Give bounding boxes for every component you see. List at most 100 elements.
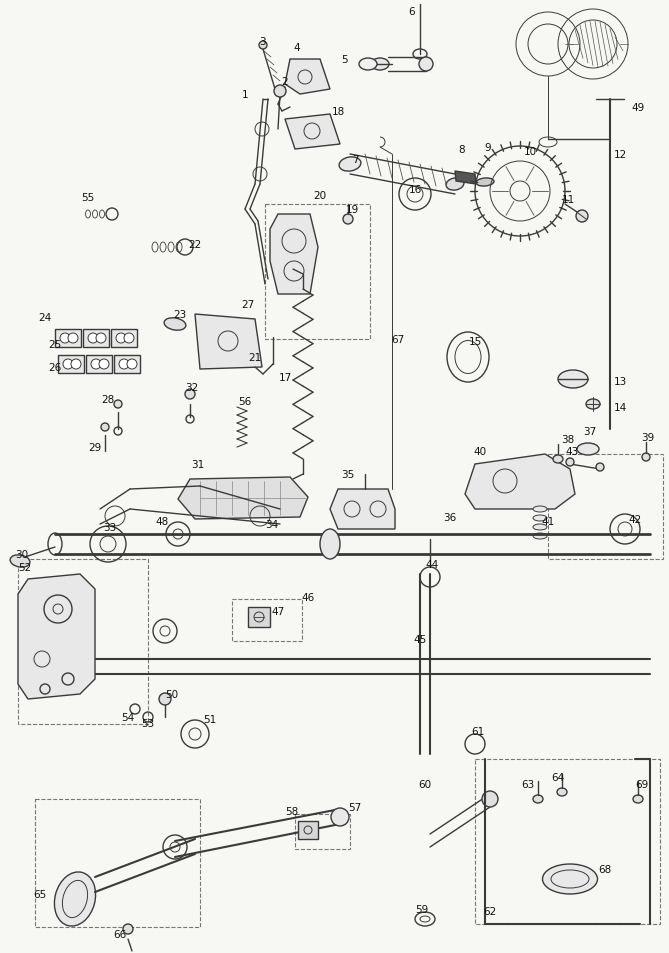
Ellipse shape	[533, 506, 547, 513]
Bar	[86, 355, 112, 374]
Text: 34: 34	[266, 519, 278, 530]
Bar	[265, 205, 370, 339]
Bar	[475, 760, 660, 924]
Text: 2: 2	[282, 77, 288, 87]
Text: 53: 53	[141, 719, 155, 728]
Ellipse shape	[371, 59, 389, 71]
Text: 44: 44	[425, 559, 439, 569]
Text: 8: 8	[459, 145, 466, 154]
Circle shape	[116, 334, 126, 344]
Text: 20: 20	[314, 191, 326, 201]
Bar	[295, 814, 350, 849]
Ellipse shape	[114, 400, 122, 409]
Circle shape	[274, 86, 286, 98]
Polygon shape	[285, 115, 340, 150]
Ellipse shape	[10, 556, 30, 568]
Text: 37: 37	[583, 427, 597, 436]
Bar	[548, 455, 663, 559]
Text: 64: 64	[551, 772, 565, 782]
Ellipse shape	[586, 399, 600, 410]
Text: 67: 67	[391, 335, 405, 345]
Circle shape	[63, 359, 73, 370]
Text: 21: 21	[248, 353, 262, 363]
Ellipse shape	[633, 795, 643, 803]
Text: 60: 60	[418, 780, 432, 789]
Text: 68: 68	[598, 864, 611, 874]
Text: 35: 35	[341, 470, 355, 479]
Text: 63: 63	[521, 780, 535, 789]
Ellipse shape	[533, 795, 543, 803]
Ellipse shape	[259, 42, 267, 50]
Text: 5: 5	[342, 55, 349, 65]
Text: 4: 4	[294, 43, 300, 53]
Ellipse shape	[54, 872, 96, 926]
Circle shape	[127, 359, 137, 370]
Text: 15: 15	[468, 336, 482, 347]
Circle shape	[96, 334, 106, 344]
Text: 9: 9	[484, 143, 491, 152]
Text: 43: 43	[565, 447, 579, 456]
Ellipse shape	[339, 157, 361, 172]
Text: 41: 41	[541, 517, 555, 526]
Bar	[111, 330, 137, 348]
Text: 19: 19	[345, 205, 359, 214]
Text: 30: 30	[15, 550, 29, 559]
Polygon shape	[195, 314, 262, 370]
Circle shape	[99, 359, 109, 370]
Circle shape	[60, 334, 70, 344]
Ellipse shape	[320, 530, 340, 559]
Text: 55: 55	[82, 193, 94, 203]
Text: 27: 27	[242, 299, 255, 310]
Ellipse shape	[359, 59, 377, 71]
Circle shape	[576, 211, 588, 223]
Polygon shape	[330, 490, 395, 530]
Text: 62: 62	[484, 906, 496, 916]
Ellipse shape	[446, 179, 464, 191]
Text: 31: 31	[191, 459, 205, 470]
Polygon shape	[18, 575, 95, 700]
Ellipse shape	[533, 516, 547, 521]
Text: 6: 6	[409, 7, 415, 17]
Ellipse shape	[543, 864, 597, 894]
Bar	[83, 330, 109, 348]
Text: 56: 56	[238, 396, 252, 407]
Text: 61: 61	[472, 726, 484, 737]
Circle shape	[482, 791, 498, 807]
Text: 59: 59	[415, 904, 429, 914]
Text: 10: 10	[523, 147, 537, 157]
Ellipse shape	[476, 179, 494, 187]
Ellipse shape	[553, 456, 563, 463]
Circle shape	[88, 334, 98, 344]
Text: 47: 47	[272, 606, 284, 617]
Text: 45: 45	[413, 635, 427, 644]
Text: 29: 29	[88, 442, 102, 453]
Ellipse shape	[164, 318, 186, 331]
Bar	[55, 330, 81, 348]
Text: 48: 48	[155, 517, 169, 526]
Ellipse shape	[533, 534, 547, 539]
Circle shape	[68, 334, 78, 344]
Text: 42: 42	[628, 515, 642, 524]
Polygon shape	[178, 477, 308, 519]
Text: 24: 24	[38, 313, 52, 323]
Text: 58: 58	[286, 806, 298, 816]
Text: 33: 33	[104, 522, 116, 533]
Bar	[298, 821, 318, 840]
Ellipse shape	[185, 390, 195, 399]
Polygon shape	[285, 60, 330, 95]
Text: 17: 17	[278, 373, 292, 382]
Ellipse shape	[566, 458, 574, 467]
Text: 13: 13	[613, 376, 627, 387]
Ellipse shape	[557, 788, 567, 796]
Text: 16: 16	[408, 185, 421, 194]
Text: 7: 7	[352, 154, 359, 165]
Text: 52: 52	[18, 562, 31, 573]
Text: 49: 49	[632, 103, 645, 112]
Circle shape	[159, 693, 171, 705]
Circle shape	[71, 359, 81, 370]
Text: 28: 28	[102, 395, 114, 405]
Text: 23: 23	[173, 310, 187, 319]
Text: 57: 57	[349, 802, 362, 812]
Text: 1: 1	[242, 90, 248, 100]
Polygon shape	[270, 214, 318, 294]
